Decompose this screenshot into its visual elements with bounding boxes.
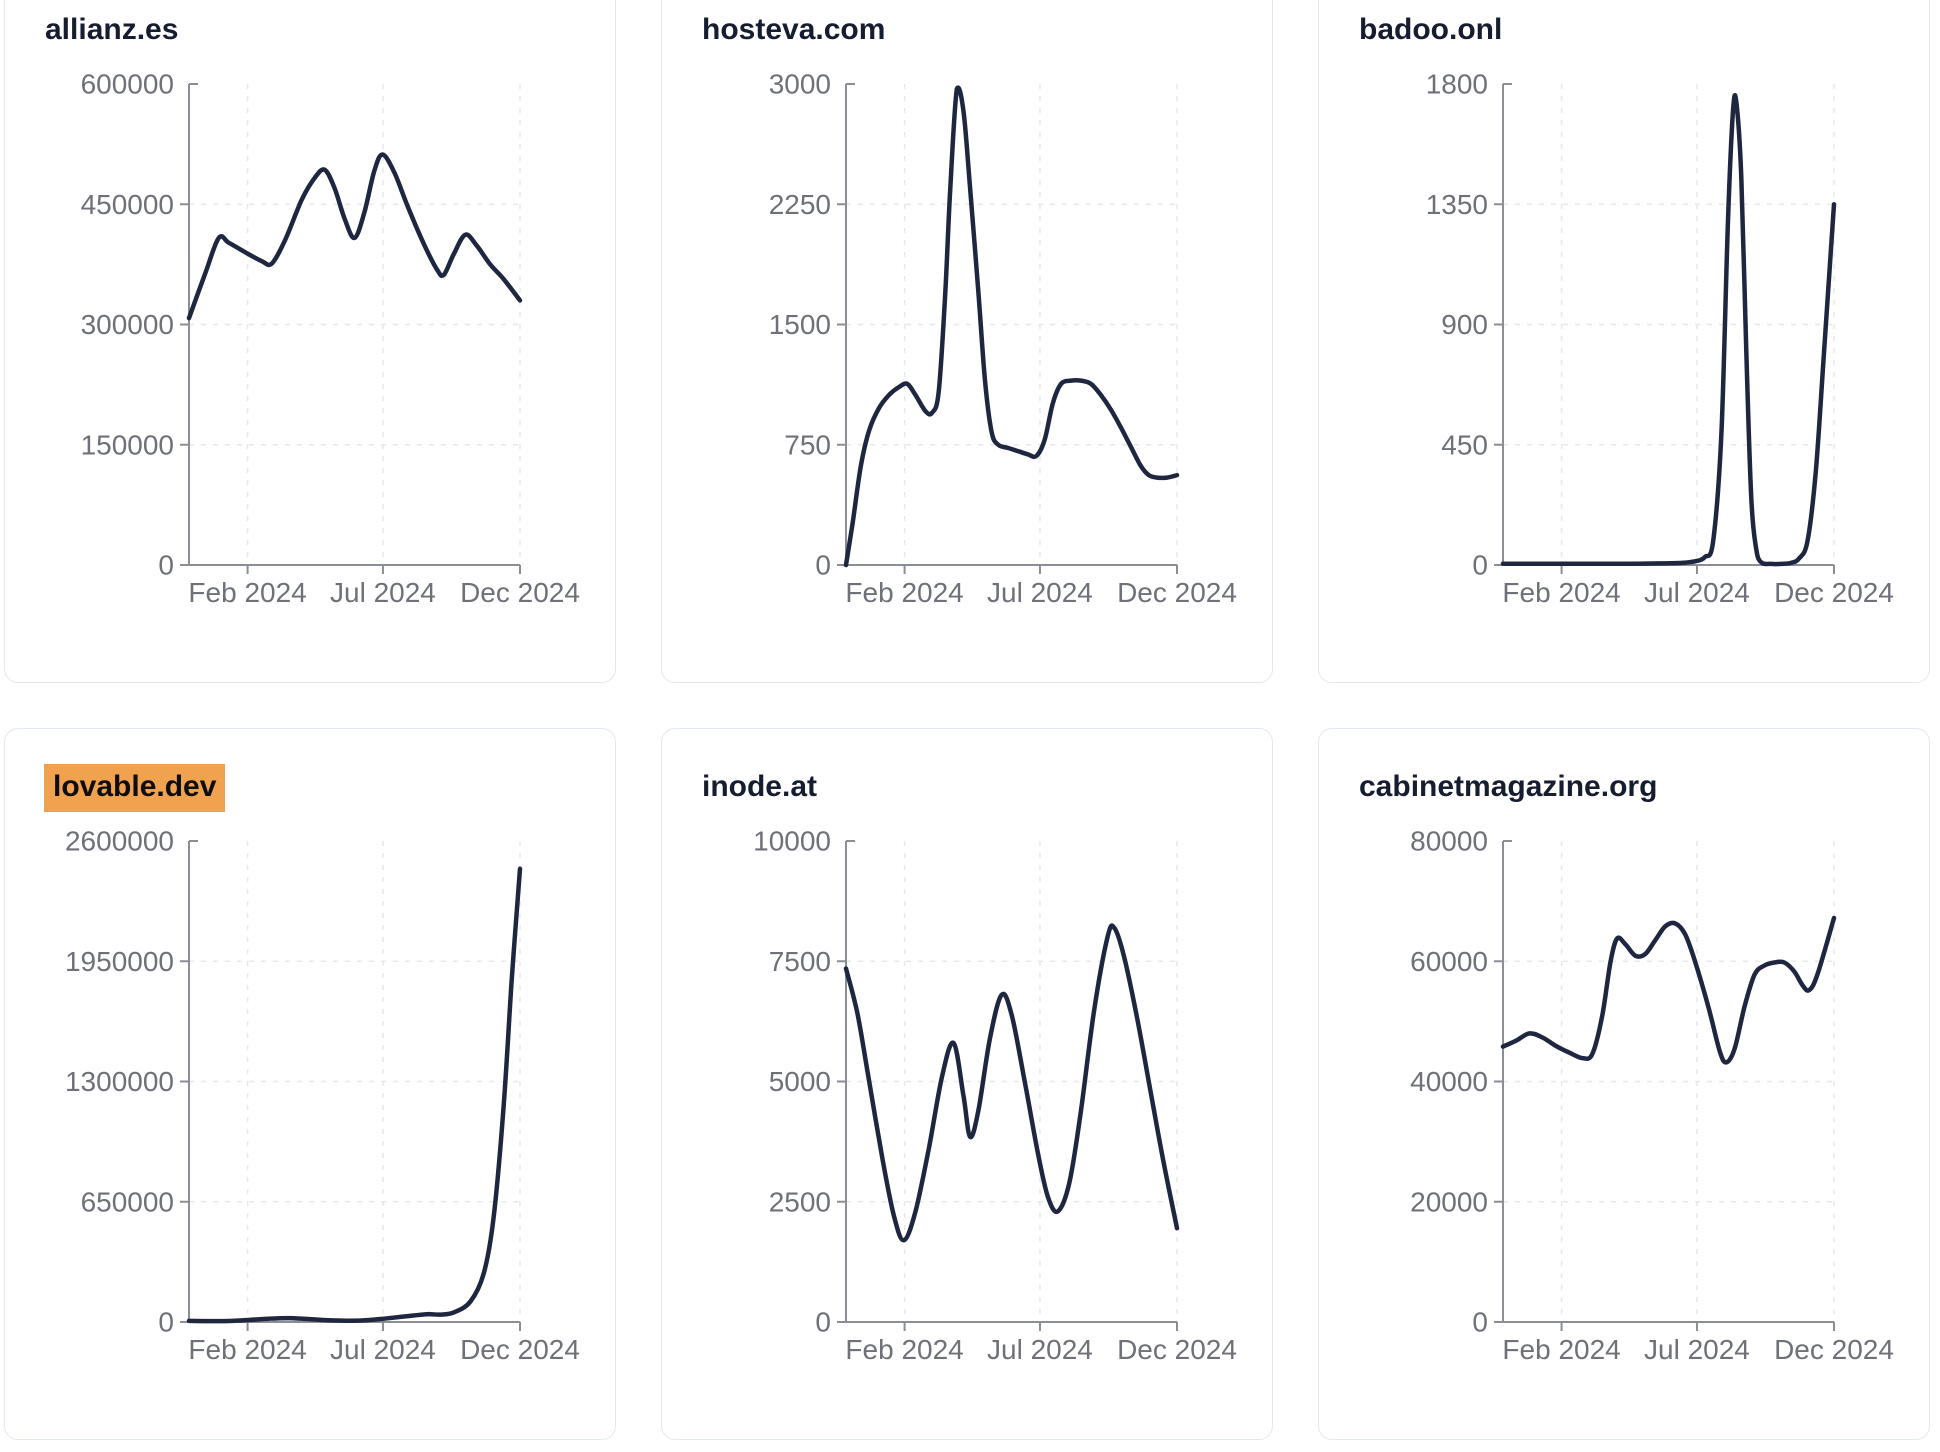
y-axis-label: 3000	[769, 69, 831, 100]
chart-card: cabinetmagazine.org 80000 60000 40000 20000…	[1318, 728, 1930, 1440]
y-axis-label: 0	[815, 1307, 831, 1338]
y-axis-label: 10000	[753, 826, 831, 857]
chart-title: allianz.es	[45, 10, 178, 50]
chart-title-text: badoo.onl	[1359, 13, 1503, 46]
chart-title-text: hosteva.com	[702, 13, 886, 46]
x-axis-label: Feb 2024	[1502, 577, 1620, 608]
chart-title-text: lovable.dev	[44, 764, 226, 812]
x-axis-label: Dec 2024	[1774, 1334, 1894, 1365]
y-axis-label: 450	[1441, 429, 1488, 460]
chart-card: badoo.onl 1800 1350 900 450 0 Feb 2024 Jul 202…	[1318, 0, 1930, 683]
x-axis-label: Feb 2024	[845, 1334, 963, 1365]
y-axis-label: 1500	[769, 309, 831, 340]
x-axis-label: Feb 2024	[188, 1334, 306, 1365]
x-axis-label: Dec 2024	[1117, 1334, 1237, 1365]
y-axis-label: 750	[784, 429, 831, 460]
y-axis-label: 1950000	[65, 946, 174, 977]
x-axis-label: Dec 2024	[1774, 577, 1894, 608]
x-axis-label: Dec 2024	[460, 1334, 580, 1365]
x-axis-label: Jul 2024	[987, 1334, 1093, 1365]
y-axis-label: 450000	[81, 189, 174, 220]
x-axis-label: Jul 2024	[330, 577, 436, 608]
chart-card: lovable.dev 2600000 1950000 1300000 650000 0…	[4, 728, 616, 1440]
y-axis-label: 2500	[769, 1186, 831, 1217]
x-axis-label: Dec 2024	[460, 577, 580, 608]
chart-title: lovable.dev	[44, 764, 226, 812]
y-axis-label: 0	[1472, 550, 1488, 581]
chart-card: hosteva.com 3000 2250 1500 750 0 Feb 2024 Jul …	[661, 0, 1273, 683]
line-chart: 1800 1350 900 450 0 Feb 2024 Jul 2024 Dec 2024	[1426, 69, 1894, 608]
y-axis-label: 0	[158, 1307, 174, 1338]
chart-line	[186, 152, 523, 321]
line-chart: 2600000 1950000 1300000 650000 0 Feb 2024 Jul …	[65, 826, 580, 1365]
chart-title: badoo.onl	[1359, 10, 1502, 50]
y-axis-label: 300000	[81, 309, 174, 340]
y-axis-label: 150000	[81, 429, 174, 460]
x-axis-label: Dec 2024	[1117, 577, 1237, 608]
y-axis-label: 7500	[769, 946, 831, 977]
x-axis-label: Jul 2024	[1644, 577, 1750, 608]
line-chart: 10000 7500 5000 2500 0 Feb 2024 Jul 2024 Dec 20…	[753, 826, 1237, 1365]
y-axis-label: 2600000	[65, 826, 174, 857]
y-axis-label: 1350	[1426, 189, 1488, 220]
chart-line	[843, 923, 1180, 1243]
line-chart: 600000 450000 300000 150000 0 Feb 2024 Jul 202…	[81, 69, 580, 608]
chart-line	[1500, 915, 1837, 1065]
y-axis-label: 1800	[1426, 69, 1488, 100]
chart-line	[186, 866, 523, 1324]
y-axis-label: 2250	[769, 189, 831, 220]
chart-title-text: inode.at	[702, 770, 818, 803]
line-chart: 80000 60000 40000 20000 0 Feb 2024 Jul 2024 Dec…	[1410, 826, 1894, 1365]
chart-card: allianz.es 600000 450000 300000 150000 0 Feb …	[4, 0, 616, 683]
y-axis-label: 60000	[1410, 946, 1488, 977]
y-axis-label: 40000	[1410, 1066, 1488, 1097]
y-axis-label: 900	[1441, 309, 1488, 340]
y-axis-label: 80000	[1410, 826, 1488, 857]
chart-title: inode.at	[702, 767, 817, 807]
chart-title-text: allianz.es	[45, 13, 179, 46]
x-axis-label: Feb 2024	[1502, 1334, 1620, 1365]
domain-charts-grid: allianz.es 600000 450000 300000 150000 0 Feb …	[4, 0, 1930, 1440]
chart-card: inode.at 10000 7500 5000 2500 0 Feb 2024 Jul 2…	[661, 728, 1273, 1440]
y-axis-label: 5000	[769, 1066, 831, 1097]
y-axis-label: 1300000	[65, 1066, 174, 1097]
chart-title: hosteva.com	[702, 10, 885, 50]
y-axis-label: 0	[815, 550, 831, 581]
x-axis-label: Jul 2024	[987, 577, 1093, 608]
y-axis-label: 0	[1472, 1307, 1488, 1338]
x-axis-label: Feb 2024	[188, 577, 306, 608]
x-axis-label: Feb 2024	[845, 577, 963, 608]
chart-title-text: cabinetmagazine.org	[1359, 770, 1658, 803]
chart-line	[843, 85, 1180, 568]
x-axis-label: Jul 2024	[1644, 1334, 1750, 1365]
y-axis-label: 650000	[81, 1186, 174, 1217]
chart-line	[1500, 93, 1837, 567]
y-axis-label: 20000	[1410, 1186, 1488, 1217]
line-chart: 3000 2250 1500 750 0 Feb 2024 Jul 2024 Dec 2024	[769, 69, 1237, 608]
y-axis-label: 0	[158, 550, 174, 581]
chart-title: cabinetmagazine.org	[1359, 767, 1657, 807]
x-axis-label: Jul 2024	[330, 1334, 436, 1365]
y-axis-label: 600000	[81, 69, 174, 100]
